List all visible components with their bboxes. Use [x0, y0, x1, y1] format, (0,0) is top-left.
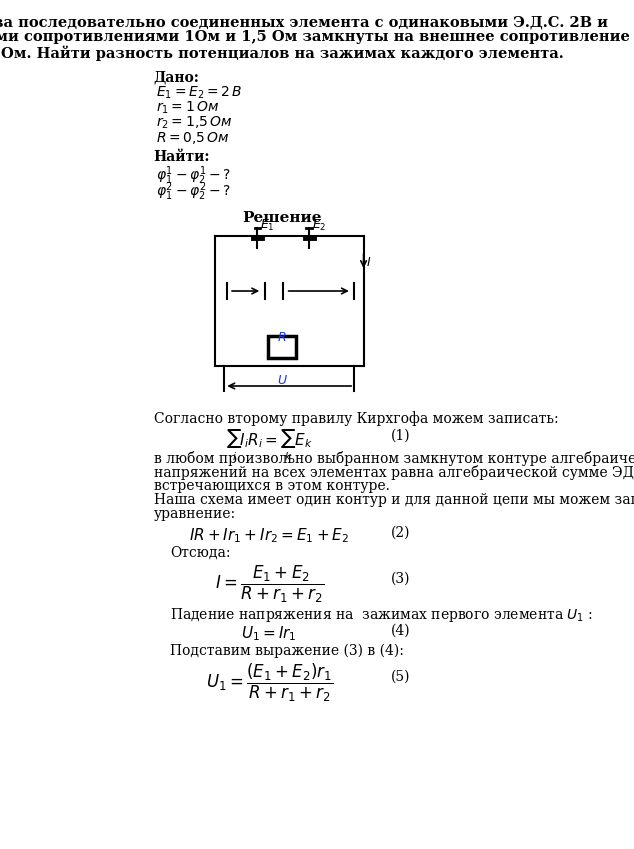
Text: $U$: $U$ [276, 374, 287, 387]
Text: встречающихся в этом контуре.: встречающихся в этом контуре. [153, 479, 389, 493]
Text: Подставим выражение (3) в (4):: Подставим выражение (3) в (4): [170, 644, 404, 658]
Text: в любом произвольно выбранном замкнутом контуре алгебраическая сумма: в любом произвольно выбранном замкнутом … [153, 451, 634, 466]
Bar [268, 336, 296, 358]
Text: $IR + Ir_1 + Ir_2 = E_1 + E_2$: $IR + Ir_1 + Ir_2 = E_1 + E_2$ [189, 526, 349, 545]
Text: $R = 0{,}5\, Ом$: $R = 0{,}5\, Ом$ [156, 130, 230, 146]
Text: $\varphi_1^1 - \varphi_2^1 - ?$: $\varphi_1^1 - \varphi_2^1 - ?$ [156, 164, 231, 187]
Text: $r_2 = 1{,}5\, Ом$: $r_2 = 1{,}5\, Ом$ [156, 115, 233, 132]
Text: Найти:: Найти: [153, 150, 210, 164]
Text: (1): (1) [391, 429, 411, 443]
Text: 3.  Два последовательно соединенных элемента с одинаковыми Э.Д.С. 2В и: 3. Два последовательно соединенных элеме… [0, 15, 609, 29]
Text: (3): (3) [391, 572, 411, 586]
Text: напряжений на всех элементах равна алгебраической сумме ЭДС всех источников тока: напряжений на всех элементах равна алгеб… [153, 465, 634, 480]
Text: Отсюда:: Отсюда: [170, 546, 231, 560]
Text: Решение: Решение [242, 211, 321, 225]
Text: Дано:: Дано: [153, 70, 200, 84]
Text: $r_1 = 1\, Ом$: $r_1 = 1\, Ом$ [156, 100, 219, 116]
Text: (5): (5) [391, 670, 411, 684]
Text: $U_1 = \dfrac{(E_1 + E_2)r_1}{R + r_1 + r_2}$: $U_1 = \dfrac{(E_1 + E_2)r_1}{R + r_1 + … [205, 662, 333, 704]
Text: Наша схема имеет один контур и для данной цепи мы можем записать следующее: Наша схема имеет один контур и для данно… [153, 493, 634, 507]
Text: $E_2$: $E_2$ [312, 218, 326, 233]
Text: $I$: $I$ [366, 256, 372, 269]
Text: Ом. Найти разность потенциалов на зажимах каждого элемента.: Ом. Найти разность потенциалов на зажима… [1, 45, 564, 60]
Text: (4): (4) [391, 624, 411, 638]
Text: (2): (2) [391, 526, 411, 540]
Text: $\varphi_1^2 - \varphi_2^2 - ?$: $\varphi_1^2 - \varphi_2^2 - ?$ [156, 180, 231, 203]
Text: $I = \dfrac{E_1 + E_2}{R + r_1 + r_2}$: $I = \dfrac{E_1 + E_2}{R + r_1 + r_2}$ [215, 564, 324, 605]
Text: Падение напряжения на  зажимах первого элемента $U_1$ :: Падение напряжения на зажимах первого эл… [170, 606, 593, 624]
Text: $E_1$: $E_1$ [260, 218, 275, 233]
Text: $E_1 = E_2 = 2\, B$: $E_1 = E_2 = 2\, B$ [156, 85, 243, 101]
Text: внутренними сопротивлениями 1Ом и 1,5 Ом замкнуты на внешнее сопротивление 0,5: внутренними сопротивлениями 1Ом и 1,5 Ом… [0, 30, 634, 44]
Text: $\sum_i I_i R_i = \sum_k E_k$: $\sum_i I_i R_i = \sum_k E_k$ [226, 429, 313, 464]
Text: Согласно второму правилу Кирхгофа можем записать:: Согласно второму правилу Кирхгофа можем … [153, 411, 559, 426]
Text: $U_1 = Ir_1$: $U_1 = Ir_1$ [242, 624, 297, 643]
Text: $R$: $R$ [277, 331, 287, 344]
Text: уравнение:: уравнение: [153, 507, 236, 521]
